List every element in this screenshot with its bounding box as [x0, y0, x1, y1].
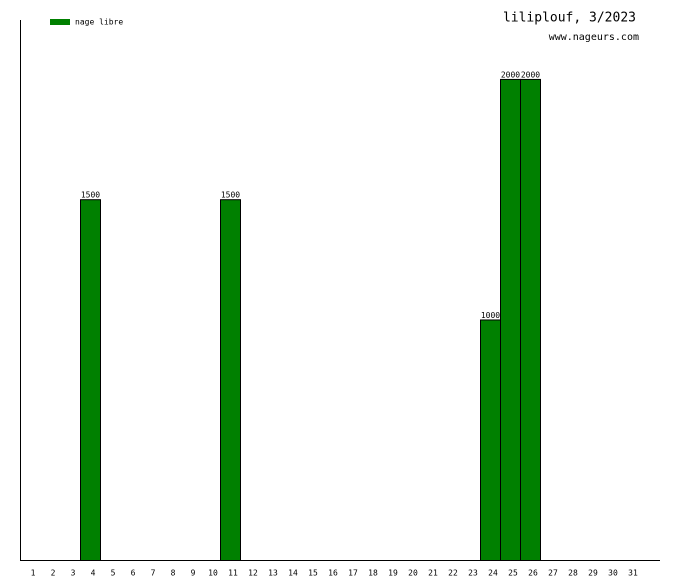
value-label: 1500 — [221, 191, 240, 200]
x-tick-label: 13 — [268, 569, 278, 578]
x-tick-label: 19 — [388, 569, 398, 578]
x-tick-label: 8 — [171, 569, 176, 578]
x-tick-label: 31 — [628, 569, 638, 578]
legend-label: nage libre — [75, 18, 123, 27]
x-tick-label: 23 — [468, 569, 478, 578]
x-tick-label: 9 — [191, 569, 196, 578]
x-tick-label: 28 — [568, 569, 578, 578]
x-tick-label: 14 — [288, 569, 298, 578]
x-tick-label: 24 — [488, 569, 498, 578]
x-tick-label: 10 — [208, 569, 218, 578]
x-tick-label: 3 — [71, 569, 76, 578]
x-tick-label: 20 — [408, 569, 418, 578]
x-tick-label: 5 — [111, 569, 116, 578]
x-tick-label: 30 — [608, 569, 618, 578]
chart-subtitle: www.nageurs.com — [549, 32, 639, 43]
x-tick-label: 26 — [528, 569, 538, 578]
bar — [480, 319, 501, 561]
x-tick-label: 7 — [151, 569, 156, 578]
x-tick-label: 27 — [548, 569, 558, 578]
x-tick-label: 16 — [328, 569, 338, 578]
bar — [520, 78, 541, 561]
x-tick-label: 17 — [348, 569, 358, 578]
bar — [220, 199, 241, 561]
x-tick-label: 22 — [448, 569, 458, 578]
value-label: 2000 — [521, 70, 540, 79]
x-tick-label: 4 — [91, 569, 96, 578]
x-tick-label: 29 — [588, 569, 598, 578]
x-tick-label: 1 — [31, 569, 36, 578]
legend-swatch — [50, 19, 70, 25]
x-tick-label: 21 — [428, 569, 438, 578]
x-tick-label: 11 — [228, 569, 238, 578]
value-label: 2000 — [501, 70, 520, 79]
x-tick-label: 12 — [248, 569, 258, 578]
x-tick-label: 2 — [51, 569, 56, 578]
x-tick-label: 18 — [368, 569, 378, 578]
value-label: 1000 — [481, 311, 500, 320]
bar — [80, 199, 101, 561]
value-label: 1500 — [81, 191, 100, 200]
x-tick-label: 15 — [308, 569, 318, 578]
x-tick-label: 25 — [508, 569, 518, 578]
bar — [500, 78, 521, 561]
x-tick-label: 6 — [131, 569, 136, 578]
chart-title: liliplouf, 3/2023 — [503, 11, 636, 26]
